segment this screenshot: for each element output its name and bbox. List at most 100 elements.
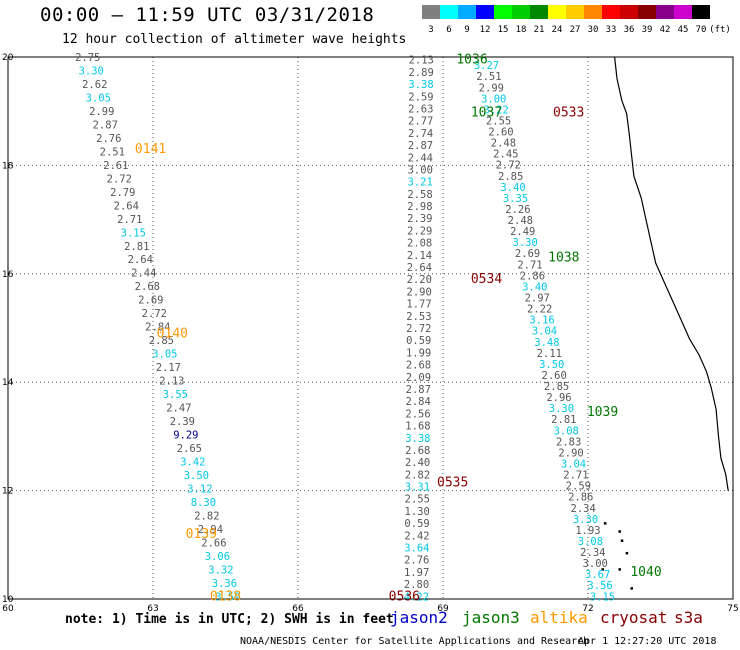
wave-height-value: 8.30	[191, 497, 216, 509]
wave-height-value: 3.48	[534, 337, 559, 349]
scale-label: 30	[587, 25, 599, 35]
wave-height-value: 2.75	[75, 52, 100, 64]
wave-height-value: 2.68	[135, 281, 160, 293]
wave-height-value: 0.59	[404, 518, 429, 530]
legend-jason2: jason2	[390, 608, 448, 627]
map-subtitle: 12 hour collection of altimeter wave hei…	[62, 32, 407, 47]
generated-timestamp: Apr 1 12:27:20 UTC 2018	[578, 636, 717, 647]
scale-label: 36	[623, 25, 635, 35]
wave-height-value: 2.68	[405, 445, 430, 457]
wave-height-value: 3.40	[500, 182, 525, 194]
wave-height-value: 2.65	[177, 443, 202, 455]
coastline	[614, 56, 729, 491]
wave-height-value: 2.55	[405, 494, 430, 506]
wave-height-value: 1.97	[404, 567, 429, 579]
wave-height-value: 3.38	[408, 79, 433, 91]
wave-height-value: 3.55	[163, 389, 188, 401]
lat-tick-label: 20	[2, 53, 14, 63]
wave-height-value: 2.63	[408, 103, 433, 115]
lon-tick-label: 60	[2, 604, 14, 614]
wave-height-value: 2.85	[544, 381, 569, 393]
island-dot	[630, 587, 633, 590]
lon-tick-label: 66	[292, 604, 304, 614]
wave-height-value: 2.82	[194, 510, 219, 522]
pass-label: 1036	[456, 53, 487, 68]
scale-label: 42	[659, 25, 671, 35]
wave-height-value: 2.87	[406, 384, 431, 396]
scale-swatch	[530, 5, 548, 19]
wave-height-value: 3.64	[404, 543, 429, 555]
wave-height-value: 3.04	[561, 459, 586, 471]
wave-height-value: 3.31	[405, 482, 430, 494]
footnote-units: note: 1) Time is in UTC; 2) SWH is in fe…	[65, 612, 394, 627]
wave-height-value: 2.69	[138, 295, 163, 307]
scale-swatch	[512, 5, 530, 19]
wave-height-value: 2.71	[563, 470, 588, 482]
pass-label: 0533	[553, 105, 584, 120]
wave-height-value: 3.38	[405, 433, 430, 445]
scale-label: 12	[479, 25, 491, 35]
wave-height-value: 2.86	[568, 492, 593, 504]
wave-height-value: 2.20	[407, 274, 432, 286]
scale-label: 15	[497, 25, 509, 35]
wave-height-value: 2.96	[546, 392, 571, 404]
legend-s3a: s3a	[674, 608, 703, 627]
scale-label: 21	[533, 25, 545, 35]
wave-height-value: 3.22	[484, 104, 509, 116]
scale-label: 27	[569, 25, 581, 35]
wave-height-value: 2.48	[491, 138, 516, 150]
wave-height-value: 3.15	[590, 591, 615, 603]
wave-height-value: 2.59	[408, 91, 433, 103]
wave-height-value: 2.51	[476, 71, 501, 83]
scale-label: 9	[464, 25, 470, 35]
wave-height-value: 2.99	[479, 82, 504, 94]
island-dot	[625, 551, 629, 555]
wave-height-value: 3.16	[529, 315, 554, 327]
wave-height-value: 3.21	[408, 177, 433, 189]
wave-height-value: 3.56	[587, 580, 612, 592]
wave-height-value: 3.67	[585, 569, 610, 581]
wave-height-value: 3.05	[86, 92, 111, 104]
scale-swatch	[476, 5, 494, 19]
wave-height-value: 2.71	[517, 259, 542, 271]
wave-height-value: 2.85	[498, 171, 523, 183]
wave-height-value: 2.34	[580, 547, 605, 559]
wave-height-value: 2.51	[100, 146, 125, 158]
scale-swatch	[602, 5, 620, 19]
wave-height-value: 3.50	[184, 470, 209, 482]
lon-tick-label: 69	[437, 604, 449, 614]
wave-height-value: 2.08	[407, 238, 432, 250]
wave-height-value: 2.86	[520, 270, 545, 282]
wave-height-value: 2.69	[515, 248, 540, 260]
wave-height-value: 2.59	[566, 481, 591, 493]
wave-height-value: 2.55	[486, 115, 511, 127]
wave-height-value: 3.00	[481, 93, 506, 105]
pass-label: 0536	[389, 589, 420, 604]
scale-swatch	[548, 5, 566, 19]
pass-label: 1037	[471, 105, 502, 120]
pass-label: 0140	[157, 326, 188, 341]
wave-height-value: 3.05	[152, 349, 177, 361]
wave-height-value: 2.99	[89, 106, 114, 118]
wave-height-value: 2.90	[558, 447, 583, 459]
wave-height-value: 2.84	[145, 322, 170, 334]
wave-height-value: 2.44	[408, 152, 433, 164]
wave-height-value: 3.30	[549, 403, 574, 415]
scale-swatch	[674, 5, 692, 19]
wave-height-value: 2.13	[159, 376, 184, 388]
map-title: 00:00 – 11:59 UTC 03/31/2018	[40, 4, 375, 26]
wave-height-value: 2.64	[114, 200, 139, 212]
wave-height-value: 2.72	[496, 160, 521, 172]
wave-height-value: 3.08	[554, 425, 579, 437]
scale-label: 39	[641, 25, 653, 35]
wave-height-value: 3.06	[205, 551, 230, 563]
scale-swatch	[584, 5, 602, 19]
scale-swatch	[692, 5, 710, 19]
pass-label: 1038	[548, 251, 579, 266]
scale-swatch	[458, 5, 476, 19]
wave-height-value: 2.53	[406, 311, 431, 323]
pass-label: 0141	[135, 142, 166, 157]
wave-height-value: 3.30	[79, 65, 104, 77]
wave-height-value: 2.81	[124, 241, 149, 253]
pass-label: 0139	[186, 527, 217, 542]
